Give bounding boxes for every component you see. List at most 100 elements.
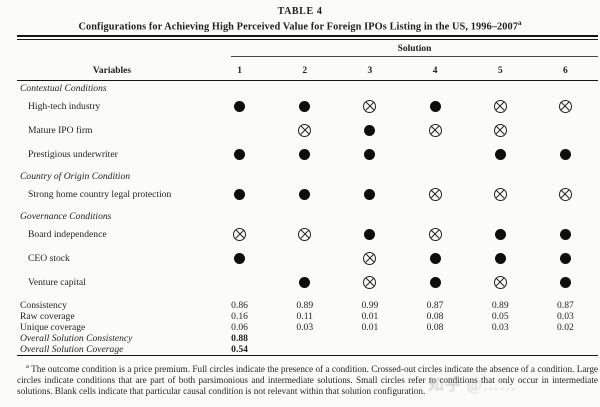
- crossed-circle-icon: [493, 187, 507, 201]
- table-title: Configurations for Achieving High Percei…: [0, 19, 600, 32]
- row-label: Overall Solution Coverage: [20, 344, 124, 356]
- row-label: Venture capital: [28, 276, 86, 288]
- symbol-cell: [402, 276, 467, 288]
- symbol-cell: [272, 276, 337, 288]
- symbol-cell: [272, 227, 337, 241]
- value-cell: 0.16: [231, 310, 248, 322]
- crossed-circle-icon: [233, 227, 247, 241]
- symbol-cell: [337, 228, 402, 240]
- condition-row: Prestigious underwriter: [17, 142, 598, 166]
- row-label: Mature IPO firm: [28, 124, 93, 136]
- table-title-text: Configurations for Achieving High Percei…: [78, 21, 518, 33]
- spanner-spacer: [17, 40, 207, 57]
- symbol-cell: [337, 188, 402, 200]
- stat-row: Raw coverage 0.16 0.11 0.01 0.08 0.05 0.03: [17, 311, 598, 322]
- symbol-cell: [533, 228, 598, 240]
- symbol-cell: [402, 187, 467, 201]
- symbol-cell: [468, 123, 533, 137]
- header-columns-row: Variables 1 2 3 4 5 6: [17, 57, 598, 80]
- filled-circle-icon: [364, 148, 376, 160]
- filled-circle-icon: [364, 228, 376, 240]
- symbol-cell: [533, 252, 598, 264]
- row-label: Governance Conditions: [20, 211, 112, 223]
- filled-circle-icon: [559, 148, 571, 160]
- crossed-circle-icon: [493, 123, 507, 137]
- crossed-circle-icon: [493, 275, 507, 289]
- symbol-cell: [468, 187, 533, 201]
- crossed-circle-icon: [298, 227, 312, 241]
- row-label: Contextual Conditions: [20, 83, 107, 95]
- title-block: TABLE 4 Configurations for Achieving Hig…: [0, 0, 600, 32]
- crossed-circle-icon: [558, 187, 572, 201]
- row-label: CEO stock: [28, 252, 70, 264]
- row-label: Unique coverage: [20, 321, 86, 333]
- stat-row: Overall Solution Consistency 0.88: [17, 333, 598, 344]
- symbol-cell: [533, 187, 598, 201]
- symbol-cell: [533, 148, 598, 160]
- solution-spanner-header: Solution: [231, 40, 598, 58]
- condition-row: Mature IPO firm: [17, 118, 598, 142]
- symbol-cell: [533, 99, 598, 113]
- symbol-cell: [272, 100, 337, 112]
- filled-circle-icon: [559, 252, 571, 264]
- filled-circle-icon: [299, 100, 311, 112]
- symbol-cell: [337, 148, 402, 160]
- crossed-circle-icon: [363, 275, 377, 289]
- row-label: Consistency: [20, 299, 67, 311]
- filled-circle-icon: [299, 276, 311, 288]
- solution-column-header-5: 5: [497, 66, 503, 77]
- filled-circle-icon: [494, 148, 506, 160]
- crossed-circle-icon: [428, 123, 442, 137]
- title-footnote-marker: a: [517, 19, 522, 27]
- value-cell: 0.89: [491, 299, 509, 311]
- condition-row: High-tech industry: [17, 94, 598, 118]
- row-label: Prestigious underwriter: [28, 148, 118, 160]
- value-cell: 0.03: [296, 321, 314, 333]
- symbol-cell: [402, 123, 467, 137]
- symbol-cell: [337, 124, 402, 136]
- filled-circle-icon: [299, 148, 311, 160]
- symbol-cell: [207, 227, 272, 241]
- crossed-circle-icon: [298, 123, 312, 137]
- table-content: Solution Variables 1 2 3 4 5 6 Contextua…: [17, 35, 598, 397]
- value-cell: 0.02: [557, 321, 574, 333]
- solution-column-header-3: 3: [367, 66, 373, 77]
- filled-circle-icon: [234, 148, 246, 160]
- symbol-cell: [468, 148, 533, 160]
- filled-circle-icon: [234, 252, 246, 264]
- value-cell: 0.01: [361, 321, 379, 333]
- stat-row: Unique coverage 0.06 0.03 0.01 0.08 0.03 0.02: [17, 322, 598, 333]
- symbol-cell: [468, 228, 533, 240]
- value-cell: 0.08: [426, 310, 444, 322]
- row-label: High-tech industry: [28, 100, 101, 112]
- filled-circle-icon: [364, 188, 376, 200]
- value-cell: 0.89: [296, 299, 314, 311]
- symbol-cell: [337, 99, 402, 113]
- value-cell: 0.99: [361, 299, 379, 311]
- header-spanner-row: Solution: [17, 40, 598, 58]
- crossed-circle-icon: [428, 187, 442, 201]
- solution-column-header-2: 2: [302, 66, 308, 77]
- value-cell: 0.54: [231, 344, 248, 356]
- row-label: Strong home country legal protection: [28, 188, 172, 200]
- condition-row: CEO stock: [17, 246, 598, 270]
- footnote-text: The outcome condition is a price premium…: [17, 364, 598, 397]
- group-header-row: Governance Conditions: [17, 211, 598, 222]
- symbol-cell: [402, 100, 467, 112]
- value-cell: 0.03: [557, 310, 574, 322]
- symbol-cell: [337, 275, 402, 289]
- symbol-cell: [207, 252, 272, 264]
- solution-column-header-1: 1: [237, 66, 242, 77]
- value-cell: 0.88: [231, 333, 248, 345]
- variables-header: Variables: [92, 66, 132, 77]
- header-bottom-rule: [17, 80, 598, 82]
- symbol-cell: [272, 148, 337, 160]
- crossed-circle-icon: [428, 227, 442, 241]
- filled-circle-icon: [234, 100, 246, 112]
- symbol-cell: [272, 123, 337, 137]
- symbol-cell: [207, 100, 272, 112]
- filled-circle-icon: [364, 124, 376, 136]
- filled-circle-icon: [429, 252, 441, 264]
- symbol-cell: [272, 188, 337, 200]
